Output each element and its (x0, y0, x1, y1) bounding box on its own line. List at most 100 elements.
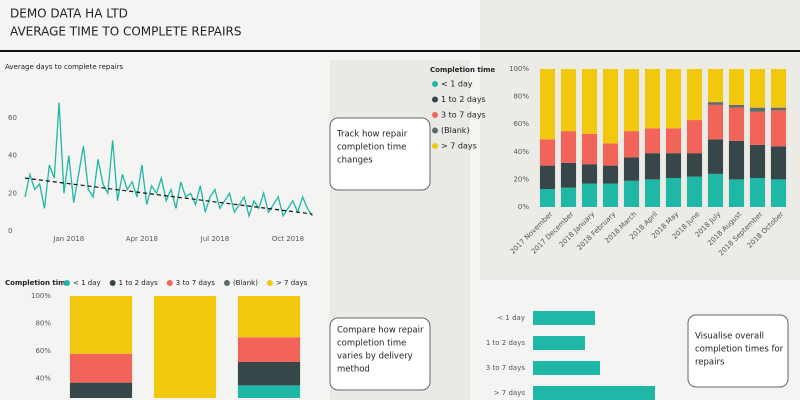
legend-marker (109, 280, 116, 286)
bar-segment (602, 69, 619, 144)
bar-segment (728, 107, 745, 141)
y-tick-label: < 1 day (497, 314, 525, 322)
bar-segment (665, 69, 682, 129)
bar-segment (644, 128, 661, 154)
legend-title: Completion time (5, 279, 70, 287)
legend-marker (432, 96, 438, 103)
bar-segment (686, 120, 703, 154)
callout-text: completion times for (695, 345, 784, 355)
legend-label: (Blank) (233, 279, 258, 287)
background-shape (480, 0, 800, 280)
x-tick-label: Oct 2018 (272, 235, 304, 243)
bar-segment (581, 183, 598, 207)
callout-box (329, 317, 431, 391)
line (24, 102, 313, 219)
bar-segment (749, 144, 766, 179)
bar-segment (665, 178, 682, 207)
bar-segment (602, 183, 619, 207)
bar-segment (539, 69, 556, 140)
y-tick-label: 80% (513, 93, 529, 101)
callout-text: changes (337, 156, 373, 166)
y-tick-label: 100% (31, 292, 51, 300)
bar (533, 386, 655, 400)
bar-segment (728, 140, 745, 180)
bar-segment (581, 69, 598, 134)
callout-text: completion time (337, 339, 406, 349)
bar (533, 311, 595, 325)
x-tick-label: Jul 2018 (200, 235, 230, 243)
y-tick-label: 0 (8, 227, 12, 235)
legend-label: 3 to 7 days (441, 111, 486, 120)
bar-segment (237, 337, 301, 362)
legend-marker (432, 81, 438, 87)
y-tick-label: 100% (509, 65, 529, 73)
callout-text: Compare how repair (337, 326, 424, 336)
callout-text: completion time (337, 143, 406, 153)
y-tick-label: 80% (35, 320, 51, 328)
bar-segment (749, 111, 766, 145)
bar-segment (69, 382, 133, 398)
y-tick-label: 20 (8, 189, 17, 197)
legend-marker (64, 280, 70, 286)
legend-label: 1 to 2 days (119, 279, 158, 287)
chart-title: Average days to complete repairs (5, 63, 123, 71)
bar-segment (560, 131, 577, 163)
bar-segment (707, 139, 724, 174)
legend-label: 1 to 2 days (441, 95, 486, 104)
bar-segment (602, 143, 619, 166)
bar-segment (560, 69, 577, 132)
callout-box (687, 314, 789, 388)
bar-segment (686, 153, 703, 177)
bar-segment (707, 104, 724, 140)
bar-segment (69, 296, 133, 354)
bar-segment (665, 128, 682, 154)
bar-segment (539, 165, 556, 190)
bar-segment (707, 69, 724, 103)
bar (533, 361, 600, 375)
callout-text: repairs (695, 358, 725, 368)
y-tick-label: > 7 days (494, 389, 526, 397)
bar-segment (237, 362, 301, 386)
bar-segment (623, 180, 640, 207)
callout-text: varies by delivery (337, 352, 413, 362)
y-tick-label: 0% (518, 203, 529, 211)
legend-label: < 1 day (73, 279, 101, 287)
callout-text: Track how repair (336, 130, 408, 140)
bar-segment (749, 107, 766, 112)
legend-marker (223, 280, 230, 286)
bar-segment (644, 179, 661, 207)
bar-segment (686, 69, 703, 121)
callout: Visualise overall completion times for r… (687, 314, 789, 388)
bar-segment (707, 173, 724, 207)
legend-marker (266, 280, 273, 286)
bar-segment (69, 353, 133, 383)
bar-segment (539, 189, 556, 207)
y-tick-label: 1 to 2 days (486, 339, 525, 347)
bar-segment (539, 139, 556, 166)
bar-segment (749, 178, 766, 207)
bar-segment (560, 187, 577, 207)
y-tick-label: 60% (513, 120, 529, 128)
company: DEMO DATA HA LTD (10, 7, 128, 21)
bar-segment (749, 69, 766, 108)
bar-segment (728, 104, 745, 108)
callout: Compare how repair completion time varie… (329, 317, 431, 391)
legend-label: 3 to 7 days (176, 279, 215, 287)
legend-marker (166, 280, 173, 286)
legend-title: Completion time (430, 66, 495, 74)
bar-segment (707, 102, 724, 105)
bar-segment (728, 179, 745, 207)
bar-segment (665, 153, 682, 179)
y-tick-label: 60 (8, 114, 17, 122)
bar-segment (644, 69, 661, 129)
legend-label: < 1 day (441, 80, 473, 89)
legend-label: (Blank) (441, 126, 470, 135)
bar-segment (770, 69, 787, 108)
y-tick-label: 3 to 7 days (486, 364, 525, 372)
y-tick-label: 40% (513, 148, 529, 156)
bar-segment (560, 162, 577, 188)
bar-segment (728, 69, 745, 105)
callout-text: method (337, 365, 370, 375)
bar-segment (770, 146, 787, 180)
y-tick-label: 60% (35, 347, 51, 355)
